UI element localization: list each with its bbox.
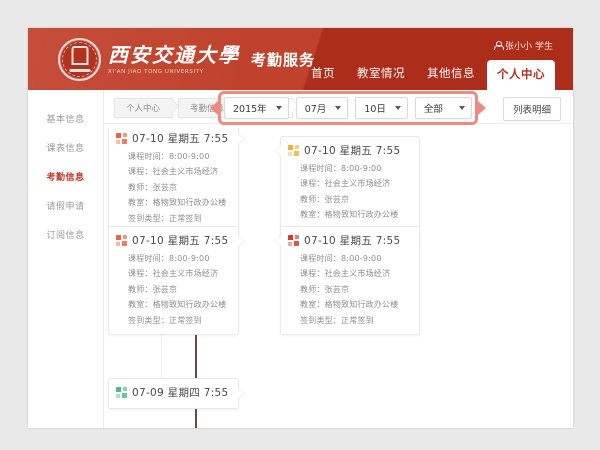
day-select[interactable]: 10日 xyxy=(355,97,408,119)
attendance-status-icon xyxy=(288,235,299,246)
user-role: 学生 xyxy=(534,42,553,52)
user-name: 张小小 xyxy=(504,42,532,52)
card-date: 07-10 xyxy=(304,235,337,247)
year-select[interactable]: 2015年 xyxy=(224,97,289,119)
timeline: 2015 7月 6月 5月 3月 2月 1月 2014 2013 xyxy=(104,128,573,428)
year-select-value: 2015年 xyxy=(233,104,267,115)
card-weekday: 星期五 xyxy=(167,133,201,145)
card-date: 07-10 xyxy=(132,235,165,247)
card-signin-type: 签到类型：正常签到 xyxy=(128,315,202,325)
attendance-card[interactable]: 07-10 星期五 7:55 课程时间：8:00-9:00 课程：社会主义市场经… xyxy=(108,128,244,233)
card-course-name: 课程：社会主义市场经济 xyxy=(128,269,219,278)
scope-select[interactable]: 全部 xyxy=(414,97,472,119)
nav-item-other-info[interactable]: 其他信息 xyxy=(427,66,475,80)
day-select-value: 10日 xyxy=(364,104,386,115)
card-weekday: 星期五 xyxy=(167,235,201,247)
chevron-down-icon xyxy=(394,106,401,110)
card-title: 07-10 星期五 7:55 xyxy=(304,143,400,158)
card-teacher: 教师：张芸京 xyxy=(128,182,178,192)
page-body: 基本信息 课表信息 考勤信息 请假申请 订阅信息 个人中心 考勤信息 时间轴 2… xyxy=(28,90,573,428)
month-select[interactable]: 07月 xyxy=(295,97,349,119)
card-weekday: 星期四 xyxy=(167,387,201,399)
card-date: 07-10 xyxy=(304,145,337,157)
card-classroom: 教室：格物致知行政办公楼 xyxy=(300,210,399,219)
university-seal-icon xyxy=(58,38,101,81)
breadcrumb-personal-center[interactable]: 个人中心 xyxy=(114,98,174,118)
filter-bar: 2015年 07月 10日 全部 xyxy=(218,91,478,125)
breadcrumb-attendance-info[interactable]: 考勤信息 xyxy=(178,98,238,118)
card-weekday: 星期五 xyxy=(339,145,373,157)
nav-item-classroom[interactable]: 教室情况 xyxy=(357,66,405,80)
card-course-name: 课程：社会主义市场经济 xyxy=(300,269,391,278)
card-teacher: 教师：张芸京 xyxy=(128,284,178,294)
card-signin-type: 签到类型：正常签到 xyxy=(128,213,202,223)
card-course-time: 课程时间：8:00-9:00 xyxy=(128,151,210,161)
person-icon xyxy=(493,41,504,50)
main-nav: 首页 教室情况 其他信息 个人中心 xyxy=(301,60,555,90)
sidebar-item-subscription[interactable]: 订阅信息 xyxy=(46,231,85,241)
chevron-down-icon xyxy=(458,106,465,110)
card-header: 07-09 星期四 7:55 xyxy=(116,385,231,400)
card-classroom: 教室：格物致知行政办公楼 xyxy=(128,300,227,309)
card-time: 7:55 xyxy=(203,387,229,399)
card-course-name: 课程：社会主义市场经济 xyxy=(128,167,219,176)
card-weekday: 星期五 xyxy=(339,235,373,247)
card-title: 07-10 星期五 7:55 xyxy=(132,233,228,248)
card-teacher: 教师：张芸京 xyxy=(300,194,350,204)
sidebar-item-attendance[interactable]: 考勤信息 xyxy=(46,173,85,183)
attendance-card[interactable]: 07-10 星期五 7:55 课程时间：8:00-9:00 课程：社会主义市场经… xyxy=(275,226,420,335)
university-name-cn: 西安交通大學 xyxy=(108,42,240,67)
sidebar: 基本信息 课表信息 考勤信息 请假申请 订阅信息 xyxy=(28,90,104,428)
attendance-status-icon xyxy=(288,145,299,156)
month-select-value: 07月 xyxy=(304,104,327,115)
list-detail-button[interactable]: 列表明细 xyxy=(502,97,561,121)
header-background xyxy=(28,28,573,90)
sidebar-item-leave-request[interactable]: 请假申请 xyxy=(46,202,85,212)
university-name-en: XI'AN JIAO TONG UNIVERSITY xyxy=(108,68,204,75)
card-time: 7:55 xyxy=(203,235,229,247)
site-header: 西安交通大學 XI'AN JIAO TONG UNIVERSITY 考勤服务 张… xyxy=(28,28,573,90)
attendance-status-icon xyxy=(116,387,127,398)
card-course-time: 课程时间：8:00-9:00 xyxy=(300,253,382,263)
chevron-down-icon xyxy=(275,106,282,110)
user-info[interactable]: 张小小 学生 xyxy=(493,39,553,52)
card-header: 07-10 星期五 7:55 xyxy=(116,233,231,248)
chevron-down-icon xyxy=(335,106,342,110)
brand: 西安交通大學 XI'AN JIAO TONG UNIVERSITY 考勤服务 xyxy=(58,38,315,81)
card-classroom: 教室：格物致知行政办公楼 xyxy=(128,198,227,207)
service-title: 考勤服务 xyxy=(251,51,316,69)
card-teacher: 教师：张芸京 xyxy=(300,284,350,294)
card-time: 7:55 xyxy=(203,133,229,145)
card-header: 07-10 星期五 7:55 xyxy=(288,233,412,248)
sidebar-item-schedule[interactable]: 课表信息 xyxy=(46,144,85,154)
card-course-time: 课程时间：8:00-9:00 xyxy=(128,253,210,263)
sidebar-item-basic-info[interactable]: 基本信息 xyxy=(46,115,85,125)
scope-select-value: 全部 xyxy=(423,104,443,115)
card-course-name: 课程：社会主义市场经济 xyxy=(300,179,391,188)
card-title: 07-09 星期四 7:55 xyxy=(132,385,228,400)
card-header: 07-10 星期五 7:55 xyxy=(288,143,412,158)
attendance-card[interactable]: 07-10 星期五 7:55 课程时间：8:00-9:00 课程：社会主义市场经… xyxy=(108,226,244,335)
card-time: 7:55 xyxy=(375,235,401,247)
header-divider xyxy=(104,123,573,124)
card-title: 07-10 星期五 7:55 xyxy=(132,131,228,146)
attendance-status-icon xyxy=(116,235,127,246)
card-signin-type: 签到类型：正常签到 xyxy=(300,315,374,325)
card-course-time: 课程时间：8:00-9:00 xyxy=(300,163,382,173)
nav-item-personal-center[interactable]: 个人中心 xyxy=(487,60,555,90)
card-header: 07-10 星期五 7:55 xyxy=(116,131,231,146)
attendance-status-icon xyxy=(116,133,127,144)
app-window: 西安交通大學 XI'AN JIAO TONG UNIVERSITY 考勤服务 张… xyxy=(28,28,573,428)
card-title: 07-10 星期五 7:55 xyxy=(304,233,400,248)
card-classroom: 教室：格物致知行政办公楼 xyxy=(300,300,399,309)
card-date: 07-10 xyxy=(132,133,165,145)
content-area: 个人中心 考勤信息 时间轴 2015年 07月 10日 xyxy=(104,90,573,428)
card-date: 07-09 xyxy=(132,387,165,399)
nav-item-home[interactable]: 首页 xyxy=(311,66,335,80)
card-time: 7:55 xyxy=(375,145,401,157)
attendance-card[interactable]: 07-09 星期四 7:55 xyxy=(108,378,244,409)
